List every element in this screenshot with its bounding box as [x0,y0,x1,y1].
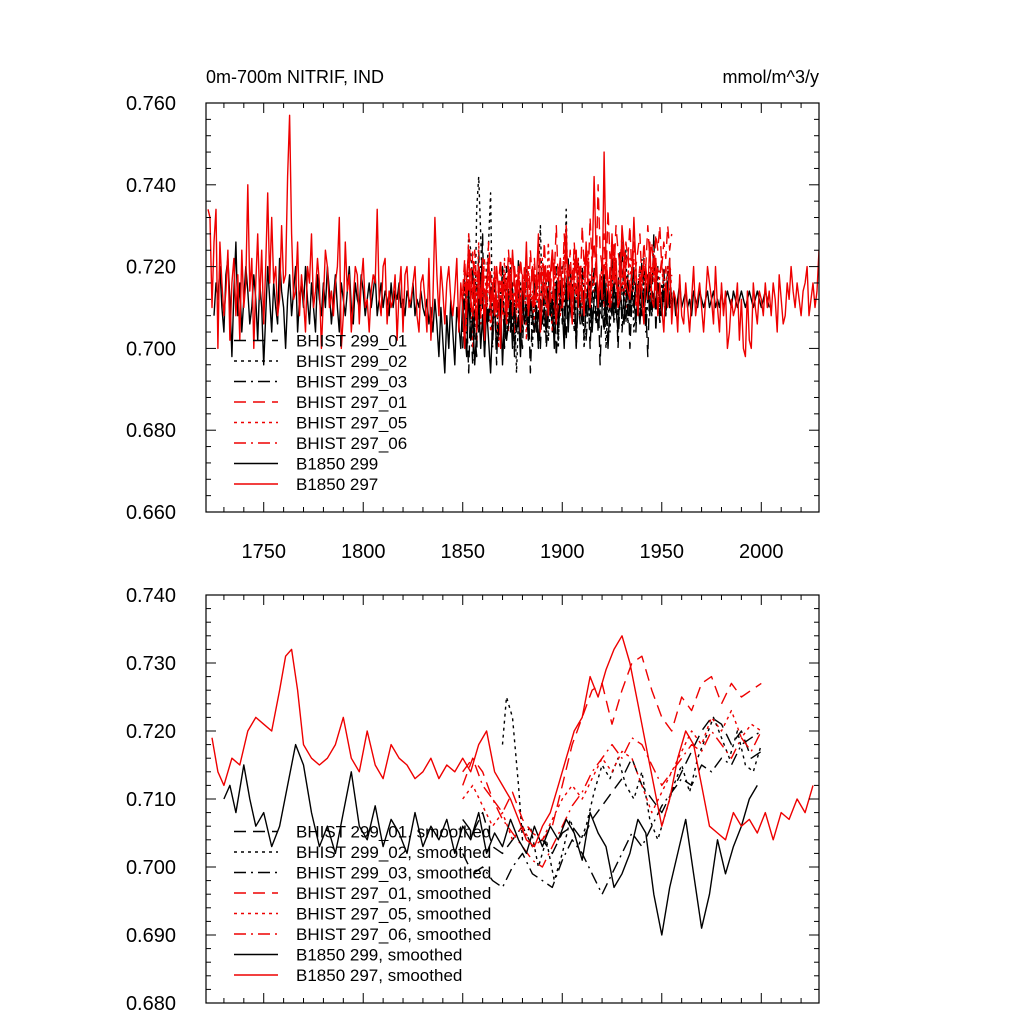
legend-item: BHIST 299_02, smoothed [234,843,491,862]
legend-label: BHIST 297_06 [296,434,407,453]
legend-label: BHIST 297_01, smoothed [296,884,491,903]
legend-label: BHIST 299_01 [296,332,407,351]
chart-title: 0m-700m NITRIF, IND [206,67,384,87]
series-line-bhist-299-03-smoothed [462,730,762,895]
legend-item: B1850 297 [234,475,378,494]
legend-item: BHIST 299_02 [234,352,407,371]
x-tick-label: 1950 [640,541,685,563]
y-tick-label: 0.710 [126,789,176,811]
legend-item: B1850 299 [234,455,378,474]
legend-label: BHIST 297_06, smoothed [296,925,491,944]
series-lines [211,635,814,936]
legend-label: B1850 299 [296,455,378,474]
y-tick-label: 0.740 [126,175,176,197]
series-line-bhist-299-02-smoothed [501,696,762,882]
series-line-b1850-299-smoothed [223,743,758,936]
legend-label: BHIST 299_02, smoothed [296,843,491,862]
y-tick-label: 0.680 [126,993,176,1015]
legend-item: BHIST 297_05, smoothed [234,905,491,924]
y-tick-label: 0.760 [126,93,176,115]
legend-label: B1850 299, smoothed [296,946,462,965]
legend-item: BHIST 299_01, smoothed [234,823,491,842]
legend-item: BHIST 299_03 [234,373,407,392]
legend-item: BHIST 299_03, smoothed [234,864,491,883]
y-tick-label: 0.690 [126,925,176,947]
legend-label: BHIST 297_05 [296,414,407,433]
legend-label: B1850 297 [296,475,378,494]
x-tick-label: 1750 [241,541,286,563]
series-line-b1850-297-smoothed [211,635,814,848]
y-tick-label: 0.700 [126,857,176,879]
bottom-panel: 0.680 0.690 0.700 0.710 0.720 0.730 0.740 BHIST… [126,585,820,1015]
y-tick-label: 0.680 [126,420,176,442]
series-line-bhist-297-06-smoothed [462,730,762,868]
legend-label: BHIST 299_03 [296,373,407,392]
legend-label: BHIST 299_01, smoothed [296,823,491,842]
top-panel: 1750 1800 1850 1900 1950 2000 0.660 0.680 0.700 0… [126,93,820,563]
x-tick-label: 1800 [341,541,386,563]
legend-item: BHIST 297_05 [234,414,407,433]
series-line-bhist-299-01-smoothed [462,716,762,855]
legend-label: B1850 297, smoothed [296,966,462,985]
series-line-b1850-297 [207,114,819,358]
legend-item: BHIST 299_01 [234,332,407,351]
y-tick-label: 0.720 [126,721,176,743]
legend-item: BHIST 297_06 [234,434,407,453]
plot-frame [205,102,820,513]
y-tick-label: 0.730 [126,653,176,675]
y-tick-label: 0.720 [126,257,176,279]
legend-item: BHIST 297_01 [234,393,407,412]
legend-item: B1850 299, smoothed [234,946,462,965]
legend-label: BHIST 299_03, smoothed [296,864,491,883]
legend-label: BHIST 297_01 [296,393,407,412]
y-tick-label: 0.700 [126,338,176,360]
legend-label: BHIST 299_02 [296,352,407,371]
legend-label: BHIST 297_05, smoothed [296,905,491,924]
x-tick-label: 1850 [440,541,485,563]
y-tick-label: 0.740 [126,585,176,607]
series-lines [207,114,819,374]
y-tick-label: 0.660 [126,502,176,524]
legend-item: BHIST 297_01, smoothed [234,884,491,903]
legend-item: BHIST 297_06, smoothed [234,925,491,944]
legend-item: B1850 297, smoothed [234,966,462,985]
x-tick-label: 2000 [739,541,784,563]
units-label: mmol/m^3/y [723,67,819,87]
series-line-bhist-297-01-smoothed [462,655,762,841]
series-line-bhist-297-05-smoothed [462,709,762,848]
x-tick-label: 1900 [540,541,585,563]
